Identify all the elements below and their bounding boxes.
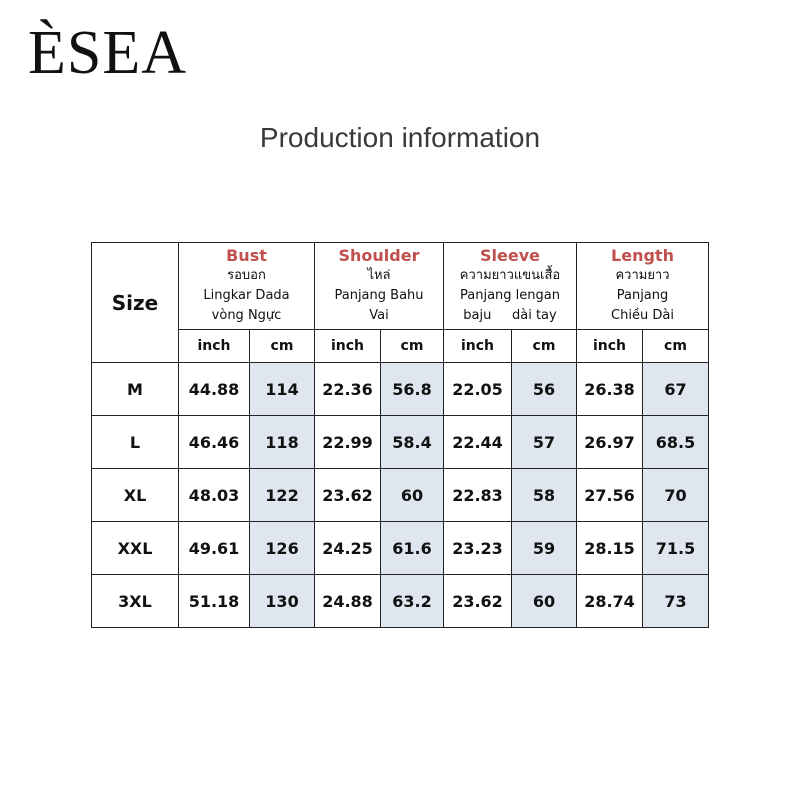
brand-logo: ÈSEA bbox=[28, 19, 187, 87]
measure-cell: 70 bbox=[642, 468, 709, 522]
measure-cell: 22.36 bbox=[314, 362, 381, 416]
measure-cell: 28.15 bbox=[576, 521, 643, 575]
page-title: Production information bbox=[259, 122, 541, 153]
measure-cell: 22.05 bbox=[443, 362, 512, 416]
group-name: Shoulder bbox=[338, 246, 420, 265]
measure-cell: 49.61 bbox=[178, 521, 250, 575]
measure-cell: 23.62 bbox=[314, 468, 381, 522]
measure-cell: 60 bbox=[511, 574, 577, 628]
measure-cell: 28.74 bbox=[576, 574, 643, 628]
unit-header: inch bbox=[576, 329, 643, 363]
measure-cell: 58 bbox=[511, 468, 577, 522]
measure-cell: 48.03 bbox=[178, 468, 250, 522]
measure-cell: 23.62 bbox=[443, 574, 512, 628]
data-row: XXL 49.61 126 24.25 61.6 23.23 59 28.15 71.5 bbox=[91, 521, 709, 575]
group-line: ความยาว bbox=[615, 268, 670, 283]
size-table: Size Bust รอบอก Lingkar Dada vòng Ngực Should… bbox=[91, 242, 709, 628]
group-header: Sleeve ความยาวแขนเสื้อ Panjang lengan baju … bbox=[443, 242, 577, 330]
data-row: L 46.46 118 22.99 58.4 22.44 57 26.97 68.5 bbox=[91, 415, 709, 469]
measure-cell: 130 bbox=[249, 574, 315, 628]
group-line: vòng Ngực bbox=[211, 308, 282, 323]
measure-cell: 67 bbox=[642, 362, 709, 416]
group-line: รอบอก bbox=[227, 268, 266, 283]
unit-header: inch bbox=[314, 329, 381, 363]
measure-cell: 68.5 bbox=[642, 415, 709, 469]
size-label: XL bbox=[91, 468, 179, 522]
measure-cell: 73 bbox=[642, 574, 709, 628]
group-header: Length ความยาว Panjang Chiều Dài bbox=[576, 242, 709, 330]
measure-cell: 27.56 bbox=[576, 468, 643, 522]
measure-cell: 118 bbox=[249, 415, 315, 469]
data-row: 3XL 51.18 130 24.88 63.2 23.62 60 28.74 73 bbox=[91, 574, 709, 628]
group-name: Bust bbox=[226, 246, 267, 265]
measure-cell: 60 bbox=[380, 468, 444, 522]
measure-cell: 23.23 bbox=[443, 521, 512, 575]
measure-cell: 26.97 bbox=[576, 415, 643, 469]
measure-cell: 58.4 bbox=[380, 415, 444, 469]
group-line: Panjang Bahu bbox=[334, 288, 424, 303]
size-header: Size bbox=[91, 242, 179, 363]
data-row: XL 48.03 122 23.62 60 22.83 58 27.56 70 bbox=[91, 468, 709, 522]
measure-cell: 46.46 bbox=[178, 415, 250, 469]
table-body: Size Bust รอบอก Lingkar Dada vòng Ngực Should… bbox=[91, 242, 709, 628]
measure-cell: 56 bbox=[511, 362, 577, 416]
measure-cell: 126 bbox=[249, 521, 315, 575]
group-line: ไหล่ bbox=[367, 268, 391, 283]
data-row: M 44.88 114 22.36 56.8 22.05 56 26.38 67 bbox=[91, 362, 709, 416]
unit-header: cm bbox=[511, 329, 577, 363]
measure-cell: 51.18 bbox=[178, 574, 250, 628]
group-line: baju dài tay bbox=[463, 308, 557, 323]
measure-cell: 22.99 bbox=[314, 415, 381, 469]
measure-cell: 26.38 bbox=[576, 362, 643, 416]
unit-header: inch bbox=[178, 329, 250, 363]
group-line: Panjang bbox=[616, 288, 669, 303]
measure-cell: 22.83 bbox=[443, 468, 512, 522]
measure-cell: 22.44 bbox=[443, 415, 512, 469]
size-label: XXL bbox=[91, 521, 179, 575]
unit-header: cm bbox=[642, 329, 709, 363]
measure-cell: 59 bbox=[511, 521, 577, 575]
measure-cell: 71.5 bbox=[642, 521, 709, 575]
group-name: Length bbox=[611, 246, 674, 265]
group-line: Vai bbox=[369, 308, 389, 323]
size-label: L bbox=[91, 415, 179, 469]
measure-cell: 24.88 bbox=[314, 574, 381, 628]
group-header: Shoulder ไหล่ Panjang Bahu Vai bbox=[314, 242, 444, 330]
group-header: Bust รอบอก Lingkar Dada vòng Ngực bbox=[178, 242, 315, 330]
size-label: 3XL bbox=[91, 574, 179, 628]
unit-header: cm bbox=[249, 329, 315, 363]
measure-cell: 63.2 bbox=[380, 574, 444, 628]
measure-cell: 61.6 bbox=[380, 521, 444, 575]
unit-header: cm bbox=[380, 329, 444, 363]
group-line: ความยาวแขนเสื้อ bbox=[459, 268, 561, 283]
size-label: M bbox=[91, 362, 179, 416]
measure-cell: 57 bbox=[511, 415, 577, 469]
group-name: Sleeve bbox=[480, 246, 540, 265]
unit-header: inch bbox=[443, 329, 512, 363]
group-line: Chiều Dài bbox=[611, 308, 674, 323]
measure-cell: 44.88 bbox=[178, 362, 250, 416]
measure-cell: 24.25 bbox=[314, 521, 381, 575]
measure-cell: 114 bbox=[249, 362, 315, 416]
group-line: Lingkar Dada bbox=[203, 288, 290, 303]
measure-cell: 56.8 bbox=[380, 362, 444, 416]
group-line: Panjang lengan bbox=[460, 288, 560, 303]
unit-row: inch cm inch cm inch cm inch cm bbox=[92, 329, 709, 363]
measure-cell: 122 bbox=[249, 468, 315, 522]
header-row: Size Bust รอบอก Lingkar Dada vòng Ngực Should… bbox=[91, 242, 709, 363]
